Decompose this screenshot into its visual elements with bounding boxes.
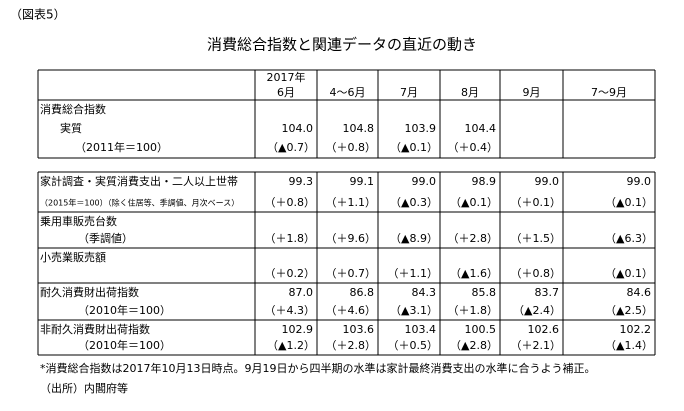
- footnote: （出所）内閣府等: [40, 381, 128, 395]
- caption: （図表5）: [10, 8, 66, 22]
- change-cell: （▲1.4）: [605, 339, 653, 352]
- value-cell: 104.0: [282, 122, 314, 135]
- change-cell: （▲6.3）: [605, 232, 653, 245]
- value-cell: 84.3: [412, 286, 437, 299]
- value-cell: 99.0: [535, 175, 560, 188]
- header-cell: 4～6月: [330, 86, 366, 99]
- change-cell: （＋4.6）: [326, 304, 377, 317]
- change-cell: （▲0.1）: [450, 196, 498, 209]
- value-cell: 102.9: [282, 323, 314, 336]
- change-cell: （▲8.9）: [390, 232, 438, 245]
- value-cell: 98.9: [472, 175, 497, 188]
- row-label: 小売業販売額: [40, 251, 106, 264]
- change-cell: （＋1.1）: [388, 267, 439, 280]
- value-cell: 104.8: [343, 122, 375, 135]
- row-label: 非耐久消費財出荷指数: [40, 322, 150, 336]
- value-cell: 103.4: [405, 323, 437, 336]
- row-label: （2015年＝100）（除く住居等、季調値、月次ベース）: [40, 198, 239, 208]
- change-cell: （▲0.1）: [605, 267, 653, 280]
- change-cell: （＋0.8）: [326, 141, 377, 154]
- row-label: 実質: [60, 121, 82, 135]
- change-cell: （＋4.3）: [265, 304, 316, 317]
- row-label: 消費総合指数: [40, 102, 106, 116]
- value-cell: 104.4: [465, 122, 497, 135]
- value-cell: 87.0: [289, 286, 314, 299]
- change-cell: （▲0.1）: [605, 196, 653, 209]
- value-cell: 103.6: [343, 323, 375, 336]
- value-cell: 99.1: [350, 175, 375, 188]
- change-cell: （＋0.7）: [326, 267, 377, 280]
- row-label: 乗用車販売台数: [40, 214, 117, 228]
- change-cell: （＋1.1）: [326, 196, 377, 209]
- value-cell: 99.3: [289, 175, 314, 188]
- change-cell: （＋9.6）: [326, 232, 377, 245]
- change-cell: （▲3.1）: [390, 304, 438, 317]
- change-cell: （▲2.8）: [450, 339, 498, 352]
- change-cell: （▲2.5）: [605, 304, 653, 317]
- row-label: （2010年＝100）: [78, 338, 171, 352]
- change-cell: （＋1.5）: [511, 232, 562, 245]
- change-cell: （▲1.2）: [267, 339, 315, 352]
- change-cell: （▲0.7）: [267, 141, 315, 154]
- change-cell: （▲1.6）: [450, 267, 498, 280]
- header-cell: 8月: [461, 86, 479, 99]
- value-cell: 85.8: [472, 286, 497, 299]
- change-cell: （＋2.1）: [511, 339, 562, 352]
- value-cell: 86.8: [350, 286, 375, 299]
- value-cell: 103.9: [405, 122, 437, 135]
- change-cell: （＋2.8）: [326, 339, 377, 352]
- row-label: （2011年＝100）: [75, 140, 168, 154]
- footnote: *消費総合指数は2017年10月13日時点。9月19日から四半期の水準は家計最終…: [40, 361, 595, 375]
- change-cell: （＋0.8）: [265, 196, 316, 209]
- value-cell: 100.5: [465, 323, 497, 336]
- row-label: （季調値）: [78, 231, 133, 245]
- title: 消費総合指数と関連データの直近の動き: [207, 36, 477, 54]
- header-cell: 7月: [400, 86, 418, 99]
- change-cell: （＋2.8）: [448, 232, 499, 245]
- change-cell: （▲0.1）: [390, 141, 438, 154]
- header-cell: 7～9月: [591, 86, 627, 99]
- change-cell: （＋0.5）: [388, 339, 439, 352]
- change-cell: （＋0.2）: [265, 267, 316, 280]
- header-cell: 6月: [277, 86, 295, 99]
- row-label: 家計調査・実質消費支出・二人以上世帯: [40, 174, 238, 188]
- value-cell: 84.6: [627, 286, 652, 299]
- value-cell: 99.0: [627, 175, 652, 188]
- change-cell: （＋1.8）: [448, 304, 499, 317]
- change-cell: （＋0.8）: [511, 267, 562, 280]
- change-cell: （▲0.3）: [390, 196, 438, 209]
- change-cell: （▲2.4）: [513, 304, 561, 317]
- header-year: 2017年: [267, 70, 306, 84]
- value-cell: 83.7: [535, 286, 560, 299]
- change-cell: （＋0.1）: [511, 196, 562, 209]
- header-cell: 9月: [523, 86, 541, 99]
- value-cell: 99.0: [412, 175, 437, 188]
- change-cell: （＋1.8）: [265, 232, 316, 245]
- row-label: 耐久消費財出荷指数: [40, 285, 139, 299]
- change-cell: （＋0.4）: [448, 141, 499, 154]
- row-label: （2010年＝100）: [78, 303, 171, 317]
- value-cell: 102.2: [620, 323, 652, 336]
- value-cell: 102.6: [528, 323, 560, 336]
